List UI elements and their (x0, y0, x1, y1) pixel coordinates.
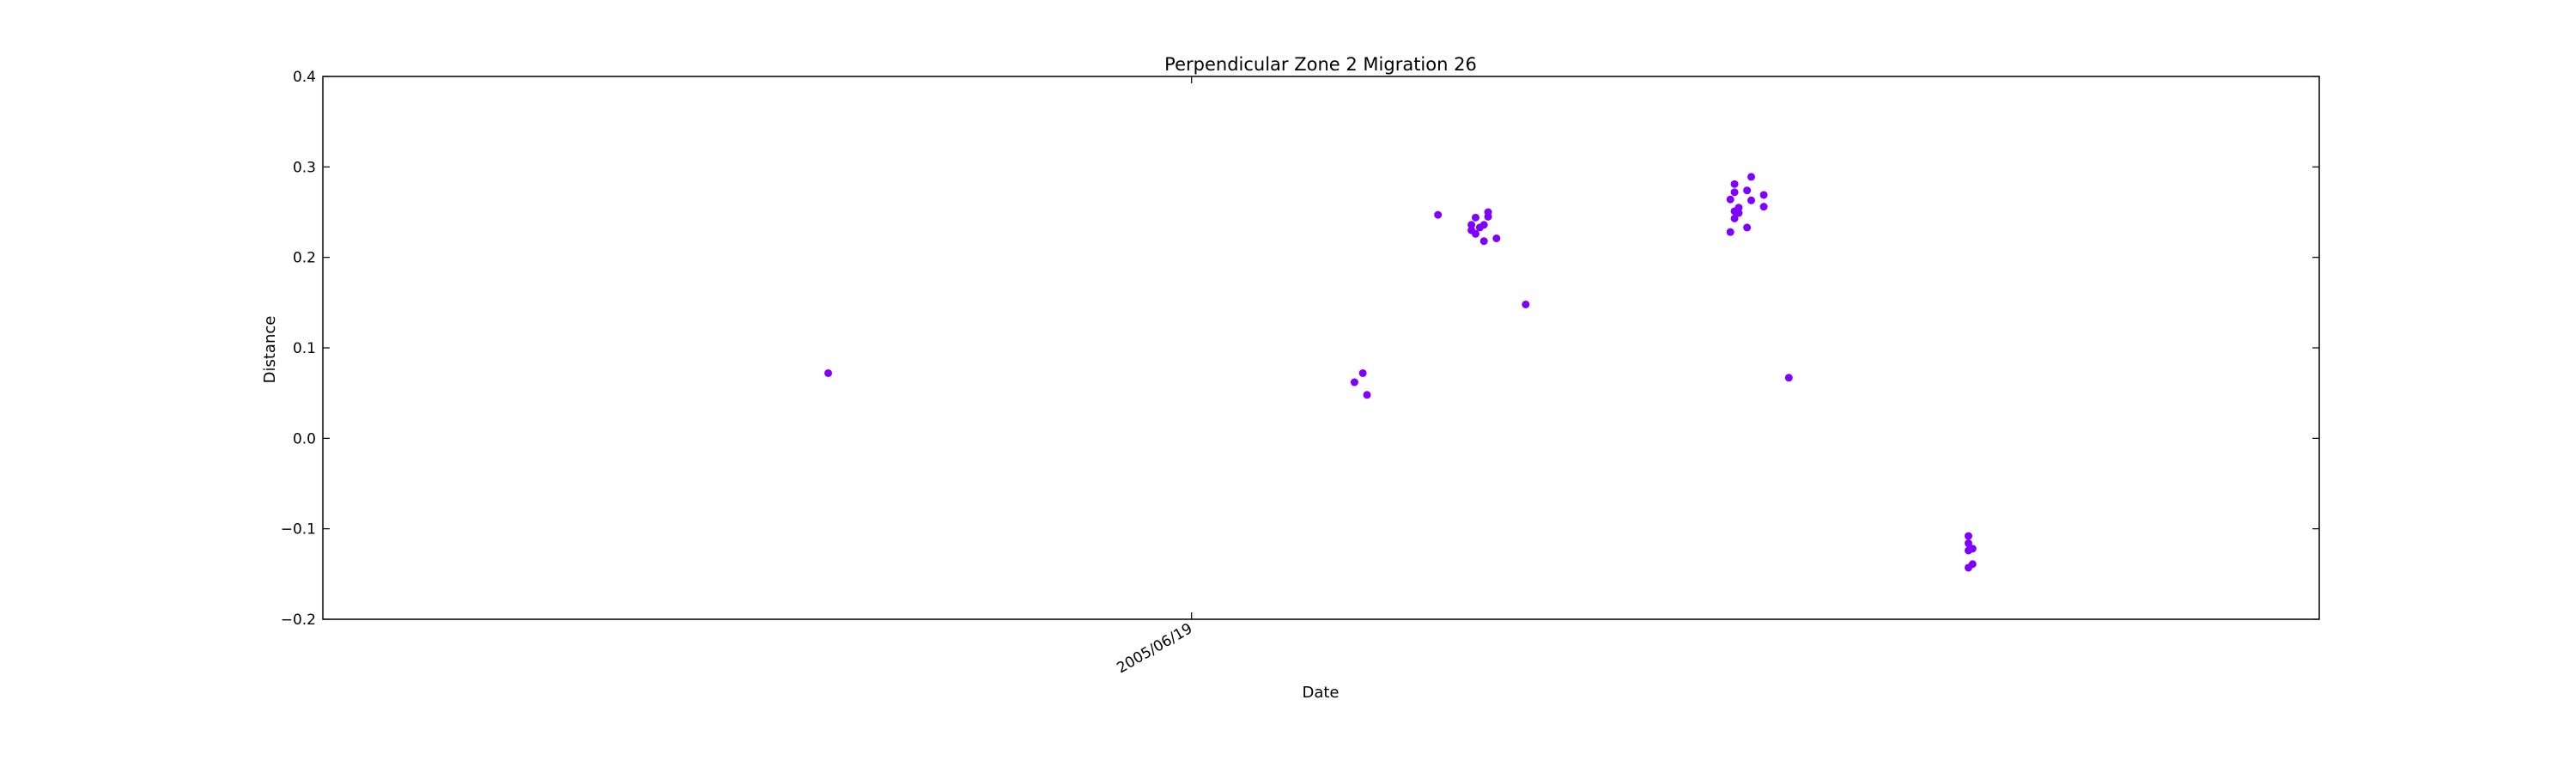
data-point (1743, 223, 1752, 232)
y-tick-label: 0.3 (293, 159, 316, 176)
y-tick-label: 0.2 (293, 250, 316, 267)
plot-area-frame (322, 76, 2320, 620)
y-tick-label: −0.1 (281, 521, 316, 539)
data-point (1784, 374, 1793, 382)
data-point (1730, 214, 1739, 222)
data-point (1968, 560, 1977, 569)
data-point (1484, 212, 1492, 221)
data-point (1479, 237, 1488, 246)
chart-title: Perpendicular Zone 2 Migration 26 (1164, 54, 1477, 75)
data-point (1467, 221, 1476, 229)
x-axis-label: Date (1302, 684, 1339, 702)
data-point (1759, 203, 1768, 211)
data-point (1726, 195, 1735, 204)
data-point (1735, 209, 1743, 217)
data-point (1479, 221, 1488, 229)
data-point (1759, 191, 1768, 199)
y-tick-label: 0.0 (293, 430, 316, 447)
data-point (1492, 234, 1501, 243)
scatter-points (824, 173, 1977, 572)
data-point (1747, 173, 1755, 181)
data-point (1964, 539, 1972, 548)
data-point (1358, 368, 1367, 377)
data-point (1471, 213, 1479, 222)
data-point (1968, 545, 1977, 553)
y-tick-label: −0.2 (281, 612, 316, 629)
y-tick-label: 0.4 (293, 69, 316, 86)
data-point (1350, 378, 1358, 386)
data-point (1434, 210, 1443, 219)
data-point (1726, 228, 1735, 236)
data-point (1747, 196, 1755, 204)
data-point (1743, 186, 1752, 195)
data-point (1735, 204, 1743, 212)
data-point (1363, 391, 1371, 399)
data-point (1730, 180, 1739, 188)
y-axis-label: Distance (261, 316, 279, 384)
data-point (1471, 229, 1479, 238)
data-point (1522, 300, 1530, 308)
data-point (1964, 532, 1972, 540)
data-point (1730, 188, 1739, 197)
y-tick-label: 0.1 (293, 340, 316, 357)
data-point (824, 368, 833, 377)
